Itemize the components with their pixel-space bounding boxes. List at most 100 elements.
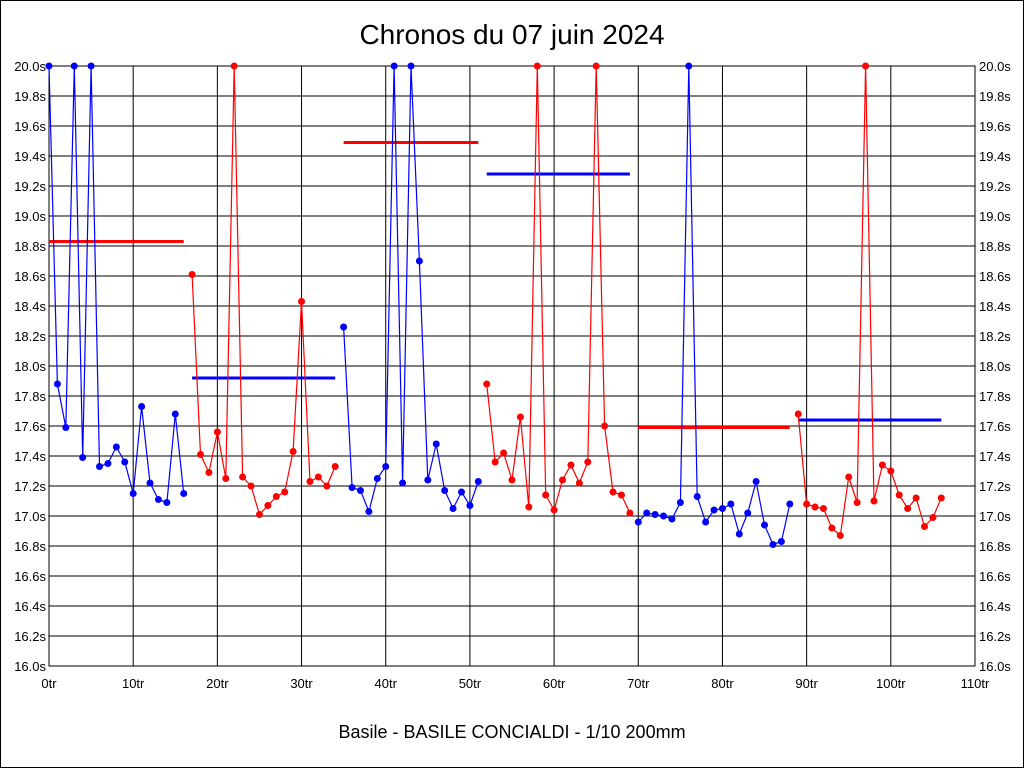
data-point [79,454,87,461]
data-point [62,424,70,431]
plot-border [48,65,976,667]
data-point [870,497,878,505]
y-tick-label-left: 17.4s [14,449,46,464]
data-point [601,422,609,430]
series-line [48,65,185,504]
y-tick-label-left: 19.8s [14,89,46,104]
data-point [718,505,726,512]
data-point [491,458,499,466]
data-point [727,500,735,508]
data-point [895,491,903,499]
data-point [575,479,583,487]
y-tick-label-right: 19.0s [979,209,1011,224]
data-point [643,509,651,517]
series-line [637,65,791,546]
data-point [887,467,895,475]
data-point [441,487,449,494]
data-point [929,514,937,521]
data-point [222,475,230,482]
data-point [87,62,95,70]
data-point [668,515,676,523]
data-point [912,494,920,502]
data-point [937,494,945,502]
data-point [390,62,398,70]
y-tick-label-right: 17.8s [979,389,1011,404]
data-point [777,538,785,545]
data-point [508,476,516,484]
data-point [365,508,373,515]
data-point [516,413,524,421]
data-point [104,460,112,467]
data-point [306,478,314,485]
chart-title: Chronos du 07 juin 2024 [359,19,665,50]
data-point [457,488,465,496]
data-point [373,475,381,482]
data-point [255,511,263,518]
y-tick-label-right: 19.4s [979,149,1011,164]
data-point [744,509,752,517]
y-tick-label-left: 18.4s [14,299,46,314]
data-point [356,487,364,494]
data-point [272,493,280,500]
x-tick-label: 90tr [795,676,818,691]
data-point [819,505,827,512]
data-point [382,463,390,470]
y-tick-label-right: 18.8s [979,239,1011,254]
data-point [525,503,533,511]
series-line [343,65,479,514]
data-point [348,484,356,491]
data-point [786,500,794,508]
y-tick-label-right: 16.2s [979,629,1011,644]
data-point [761,521,769,529]
data-point [424,476,432,484]
data-point [298,298,306,305]
y-tick-label-right: 16.4s [979,599,1011,614]
data-point [449,505,457,512]
data-point [399,479,407,487]
x-tick-label: 100tr [876,676,906,691]
data-point [710,506,718,514]
data-point [609,488,617,496]
data-point [205,469,213,476]
y-tick-label-left: 17.2s [14,479,46,494]
x-tick-label: 20tr [206,676,229,691]
x-tick-label: 30tr [290,676,313,691]
y-tick-label-right: 19.2s [979,179,1011,194]
y-tick-label-right: 19.6s [979,119,1011,134]
data-point [331,463,339,470]
y-tick-label-left: 19.0s [14,209,46,224]
y-tick-label-right: 18.6s [979,269,1011,284]
data-point [542,491,550,499]
data-point [171,410,179,418]
data-point [920,523,928,530]
data-point [323,482,331,490]
y-tick-label-right: 17.6s [979,419,1011,434]
data-point [676,499,684,506]
data-point [651,511,659,518]
data-point [853,499,861,506]
series-line [486,65,631,514]
y-tick-label-left: 17.6s [14,419,46,434]
data-point [617,491,625,499]
data-point [281,488,289,496]
x-tick-label: 60tr [543,676,566,691]
y-tick-label-left: 18.6s [14,269,46,284]
y-tick-label-right: 16.6s [979,569,1011,584]
data-point [904,505,912,512]
data-point [146,479,154,487]
y-tick-label-right: 17.4s [979,449,1011,464]
data-point [415,257,423,265]
data-point [567,461,575,469]
y-tick-label-right: 17.0s [979,509,1011,524]
x-tick-label: 110tr [961,676,990,691]
data-point [559,476,567,484]
data-point [314,473,322,481]
y-tick-label-left: 17.8s [14,389,46,404]
data-point [752,478,760,485]
data-point [70,62,78,70]
x-tick-label: 10tr [122,676,145,691]
y-tick-label-right: 18.2s [979,329,1011,344]
data-point [592,62,600,70]
data-point [584,458,592,466]
